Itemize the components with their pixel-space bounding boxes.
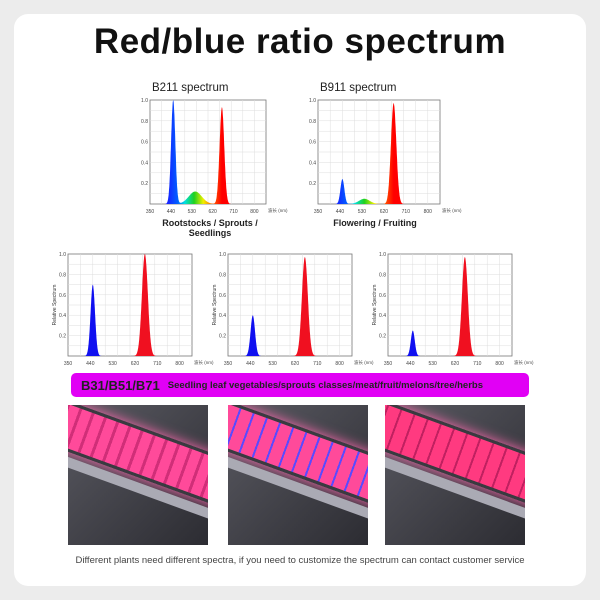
x-tick-label: 440 [336,209,345,215]
application-banner: B31/B51/B71 Seedling leaf vegetables/spr… [71,373,529,397]
y-axis-label: Relative Spectrum [52,285,58,326]
y-tick-label: 0.8 [141,119,148,125]
chart-caption-b911: Flowering / Fruiting [333,218,417,228]
led-photo-b71 [385,405,525,545]
x-tick-label: 440 [167,209,176,215]
footer-note: Different plants need different spectra,… [75,555,525,566]
blue-peak [388,330,512,356]
y-tick-label: 0.6 [379,293,386,299]
x-tick-label: 620 [208,209,217,215]
spectrum-chart-b911: 350 440 530 620 710 800 0.2 0.4 0.6 0.8 1.0 波长 (nm) [309,98,462,215]
blue-peak [68,284,192,356]
spectrum-chart-b31: 350 440 530 620 710 800 0.2 0.4 0.6 0.8 1.0 波长 (nm)… [52,252,214,367]
x-tick-label: 530 [188,209,197,215]
y-tick-label: 0.4 [59,313,66,319]
y-tick-label: 0.6 [309,140,316,146]
spectrum-chart-b71: 350 440 530 620 710 800 0.2 0.4 0.6 0.8 1.0 波长 (nm)… [372,252,534,367]
y-tick-label: 1.0 [309,98,316,104]
x-tick-label: 710 [229,209,238,215]
x-tick-label: 800 [495,361,504,367]
y-tick-label: 1.0 [141,98,148,104]
x-tick-label: 800 [335,361,344,367]
banner-models: B31/B51/B71 [81,377,160,393]
blue-peak [228,315,352,356]
x-axis-label: 波长 (nm) [354,359,374,366]
x-tick-label: 620 [291,361,300,367]
x-tick-label: 710 [153,361,162,367]
y-tick-label: 0.8 [59,272,66,278]
led-photo-b31 [68,405,208,545]
x-tick-label: 710 [473,361,482,367]
spectrum-area [150,100,266,204]
chart-title-b211: B211 spectrum [152,82,229,94]
y-axis-label: Relative Spectrum [372,285,378,326]
x-tick-label: 800 [175,361,184,367]
y-tick-label: 0.2 [219,334,226,340]
x-tick-label: 620 [380,209,389,215]
x-tick-label: 530 [428,361,437,367]
y-tick-label: 0.6 [141,140,148,146]
y-tick-label: 0.4 [379,313,386,319]
x-tick-label: 530 [108,361,117,367]
y-tick-label: 1.0 [219,252,226,258]
x-axis-label: 波长 (nm) [514,359,534,366]
y-axis-label: Relative Spectrum [212,285,218,326]
spectrum-chart-b51: 350 440 530 620 710 800 0.2 0.4 0.6 0.8 1.0 波长 (nm)… [212,252,374,367]
y-tick-label: 0.2 [141,181,148,187]
x-tick-label: 440 [246,361,255,367]
x-axis-label: 波长 (nm) [194,359,214,366]
y-tick-label: 0.4 [309,160,316,166]
banner-text: Seedling leaf vegetables/sprouts classes… [167,379,483,391]
x-tick-label: 620 [451,361,460,367]
x-tick-label: 350 [64,361,73,367]
y-tick-label: 0.6 [219,293,226,299]
x-tick-label: 350 [314,209,323,215]
x-tick-label: 710 [402,209,411,215]
y-tick-label: 0.4 [141,160,148,166]
x-tick-label: 440 [86,361,95,367]
x-tick-label: 710 [313,361,322,367]
y-tick-label: 0.6 [59,293,66,299]
y-tick-label: 1.0 [379,252,386,258]
x-tick-label: 800 [250,209,259,215]
chart-title-b911: B911 spectrum [320,82,397,94]
x-tick-label: 530 [358,209,367,215]
y-tick-label: 0.8 [309,119,316,125]
x-tick-label: 350 [146,209,155,215]
x-tick-label: 350 [224,361,233,367]
x-tick-label: 800 [424,209,433,215]
y-tick-label: 0.2 [59,334,66,340]
y-tick-label: 0.4 [219,313,226,319]
x-axis-label: 波长 (nm) [442,207,462,214]
x-axis-label: 波长 (nm) [268,207,288,214]
x-tick-label: 530 [268,361,277,367]
y-tick-label: 0.2 [309,181,316,187]
x-tick-label: 620 [131,361,140,367]
x-tick-label: 440 [406,361,415,367]
spectrum-chart-b211: 350 440 530 620 710 800 0.2 0.4 0.6 0.8 1.0 波长 (nm) [141,98,288,215]
led-photo-b51 [228,405,368,545]
chart-caption-b211: Rootstocks / Sprouts / Seedlings [162,218,258,238]
y-tick-label: 1.0 [59,252,66,258]
y-tick-label: 0.8 [219,272,226,278]
page-title: Red/blue ratio spectrum [93,22,507,61]
x-tick-label: 350 [384,361,393,367]
y-tick-label: 0.2 [379,334,386,340]
y-tick-label: 0.8 [379,272,386,278]
